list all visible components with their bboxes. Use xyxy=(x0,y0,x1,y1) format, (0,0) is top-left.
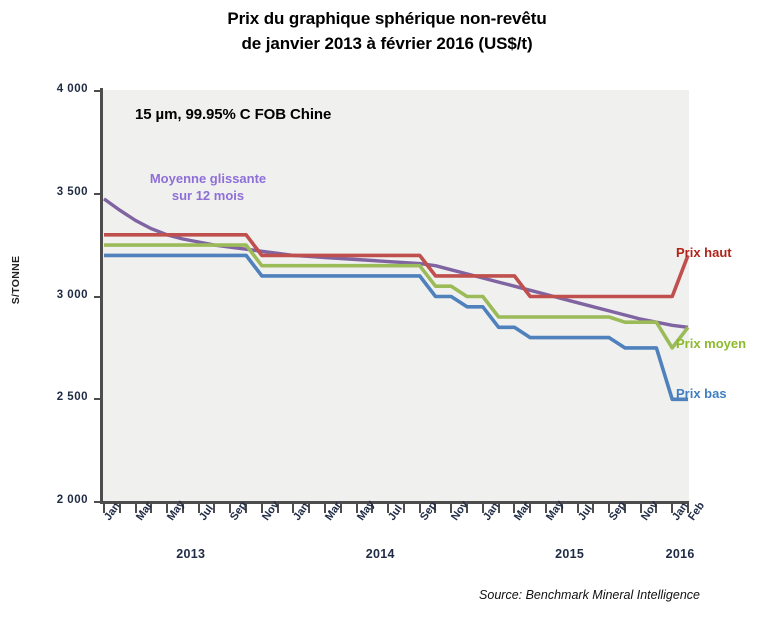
moving-average-annotation-line1: Moyenne glissante xyxy=(149,171,267,186)
x-tick xyxy=(103,504,105,513)
x-axis-line xyxy=(100,501,689,504)
spec-annotation: 15 µm, 99.95% C FOB Chine xyxy=(135,106,332,123)
y-tick-label: 3 000 xyxy=(56,288,88,301)
y-tick xyxy=(94,295,103,298)
plot-area xyxy=(103,90,689,502)
y-tick xyxy=(94,192,103,195)
x-tick xyxy=(245,504,248,513)
x-tick xyxy=(402,504,405,513)
y-tick xyxy=(94,398,103,401)
y-tick-label: 2 500 xyxy=(56,391,88,404)
x-tick xyxy=(450,504,453,513)
y-tick xyxy=(94,501,103,503)
source-note: Source: Benchmark Mineral Intelligence xyxy=(479,588,700,602)
y-tick-label: 3 500 xyxy=(56,185,88,198)
chart-title-line2: de janvier 2013 à février 2016 (US$/t) xyxy=(241,34,533,53)
x-tick xyxy=(371,504,374,513)
x-tick xyxy=(197,504,200,513)
x-tick xyxy=(166,504,169,513)
x-tick xyxy=(387,504,390,513)
x-tick xyxy=(671,504,674,513)
x-tick xyxy=(323,504,326,513)
x-tick xyxy=(481,504,484,513)
x-tick xyxy=(497,504,500,513)
x-tick xyxy=(592,504,595,513)
x-tick xyxy=(513,504,516,513)
x-tick xyxy=(150,504,153,513)
x-tick xyxy=(418,504,421,513)
x-tick xyxy=(608,504,611,513)
series-label-low: Prix bas xyxy=(676,386,727,401)
x-tick xyxy=(118,504,121,513)
x-tick xyxy=(213,504,216,513)
year-label: 2015 xyxy=(555,547,585,561)
y-axis-title: S/TONNE xyxy=(10,255,22,305)
chart-title-line1: Prix du graphique sphérique non-revêtu xyxy=(227,9,547,28)
moving-average-annotation-line2: sur 12 mois xyxy=(171,188,245,203)
x-tick xyxy=(623,504,626,513)
x-tick xyxy=(655,504,658,513)
x-tick xyxy=(576,504,579,513)
x-tick xyxy=(544,504,547,513)
y-tick-label: 4 000 xyxy=(56,83,88,95)
x-tick xyxy=(181,504,184,513)
x-tick xyxy=(229,504,232,513)
series-label-mid: Prix moyen xyxy=(676,336,747,351)
x-tick xyxy=(687,504,689,513)
moving-average-annotation: Moyenne glissante sur 12 mois xyxy=(128,170,288,204)
x-tick xyxy=(466,504,469,513)
x-tick xyxy=(276,504,279,513)
x-tick xyxy=(639,504,642,513)
x-tick xyxy=(260,504,263,513)
year-label: 2016 xyxy=(665,547,695,561)
x-tick xyxy=(339,504,342,513)
x-tick xyxy=(434,504,437,513)
y-tick-label: 2 000 xyxy=(56,494,88,506)
x-tick xyxy=(355,504,358,513)
x-tick xyxy=(308,504,311,513)
chart-title: Prix du graphique sphérique non-revêtu d… xyxy=(0,6,774,56)
y-tick xyxy=(94,90,103,92)
year-label: 2014 xyxy=(365,547,395,561)
series-label-high: Prix haut xyxy=(676,245,732,260)
x-tick-label: Feb xyxy=(686,499,708,523)
year-label: 2013 xyxy=(176,547,206,561)
x-tick xyxy=(560,504,563,513)
x-tick xyxy=(134,504,137,513)
x-tick xyxy=(529,504,532,513)
x-tick xyxy=(292,504,295,513)
